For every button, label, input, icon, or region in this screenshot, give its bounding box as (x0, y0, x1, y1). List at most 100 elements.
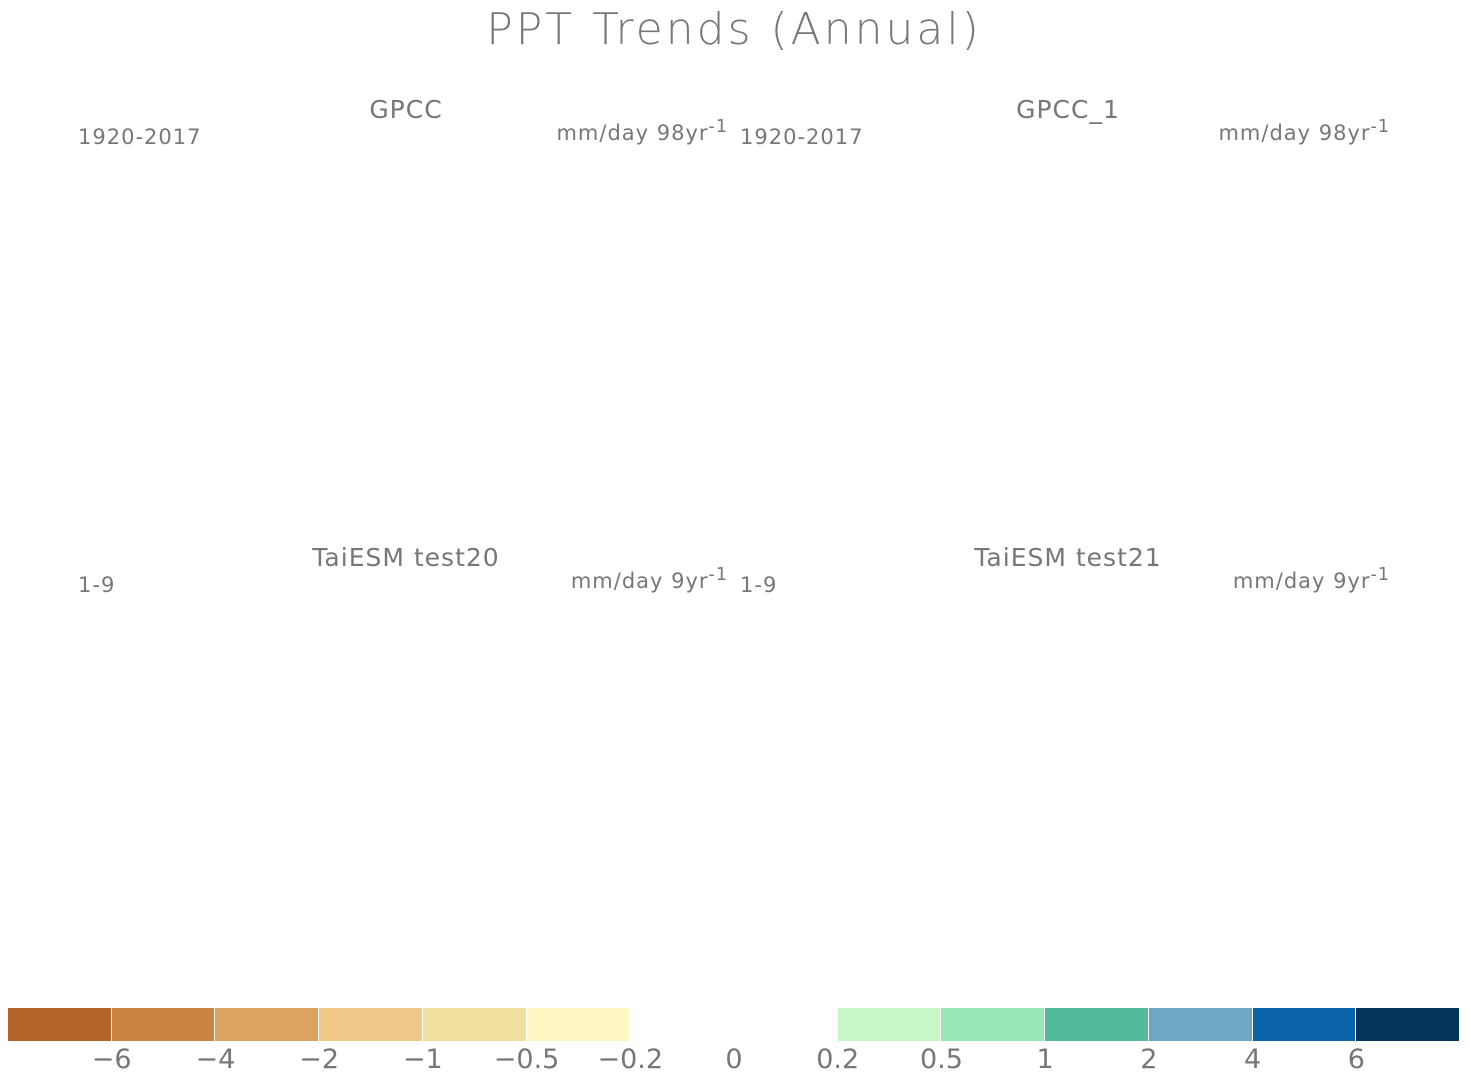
trend-patch (415, 822, 431, 842)
trend-patch (152, 655, 178, 672)
coastline (238, 357, 303, 410)
trend-patch (178, 237, 211, 268)
trend-patch (308, 803, 355, 834)
trend-patch (366, 765, 446, 773)
trend-patch (954, 909, 973, 930)
trend-patch (1100, 739, 1152, 763)
trend-patch (1198, 927, 1212, 940)
trend-patch (246, 758, 666, 784)
trend-patch (373, 233, 386, 254)
trend-patch (1354, 884, 1395, 897)
trend-patch (386, 764, 441, 789)
trend-patch (1064, 628, 1104, 639)
trend-patch (578, 653, 620, 687)
trend-patch (224, 233, 236, 249)
trend-patch (1349, 826, 1377, 838)
panel-period: 1920-2017 (78, 125, 202, 149)
trend-patch (645, 220, 665, 238)
trend-patch (590, 951, 637, 978)
coastline (376, 156, 547, 326)
trend-patch (454, 875, 502, 899)
trend-patch (1186, 630, 1242, 668)
trend-patch (221, 944, 279, 980)
trend-patch (204, 702, 233, 723)
trend-patch (775, 679, 823, 691)
colorbar-swatch (734, 1008, 838, 1041)
trend-patch (399, 949, 449, 976)
trend-patch (484, 961, 523, 974)
trend-patch (1270, 766, 1326, 776)
trend-patch (129, 318, 164, 350)
trend-patch (1310, 735, 1352, 756)
trend-patch (890, 360, 900, 370)
trend-patch (932, 373, 947, 390)
trend-patch (592, 369, 610, 387)
trend-patch (321, 916, 361, 934)
trend-patch (778, 950, 809, 974)
trend-patch (427, 896, 469, 911)
trend-patch (463, 838, 510, 867)
trend-patch (155, 668, 172, 687)
trend-patch (1043, 249, 1065, 276)
trend-patch (211, 780, 247, 796)
trend-patch (1007, 694, 1052, 725)
trend-patch (1238, 900, 1288, 917)
panel-title: TaiESM test20 (312, 543, 500, 572)
trend-patch (1241, 617, 1279, 646)
trend-patch (313, 676, 346, 699)
trend-patch (135, 655, 173, 678)
trend-patch (1089, 776, 1130, 790)
trend-patch (928, 666, 952, 682)
trend-patch (328, 232, 345, 251)
trend-patch (570, 410, 583, 422)
trend-patch (134, 850, 189, 867)
trend-patch (482, 921, 511, 932)
trend-patch (484, 904, 508, 931)
trend-patch (1337, 220, 1356, 239)
trend-patch (114, 627, 141, 638)
trend-patch (1301, 310, 1322, 319)
trend-patch (273, 571, 324, 595)
trend-patch (426, 243, 443, 260)
trend-patch (132, 664, 166, 679)
trend-patch (846, 843, 888, 860)
trend-patch (1093, 861, 1114, 884)
trend-patch (506, 641, 525, 649)
trend-patch (1324, 347, 1345, 362)
trend-patch (318, 956, 369, 983)
trend-patch (477, 758, 520, 784)
map-svg (76, 95, 736, 535)
trend-patch (787, 655, 824, 674)
trend-patch (383, 223, 406, 256)
trend-patch (791, 874, 846, 903)
coastline (636, 165, 712, 415)
trend-patch (1296, 670, 1311, 681)
trend-patch (1162, 160, 1193, 187)
trend-patch (399, 689, 448, 707)
trend-patch (123, 862, 144, 871)
trend-patch (1213, 408, 1242, 435)
trend-patch (608, 766, 664, 776)
coastline (376, 604, 547, 774)
trend-patch (988, 687, 1001, 696)
trend-patch (1078, 640, 1112, 662)
trend-patch (1092, 777, 1109, 802)
trend-patch (590, 369, 609, 390)
trend-patch (987, 913, 1009, 925)
trend-patch (872, 657, 902, 677)
trend-patch (295, 655, 351, 694)
trend-patch (235, 662, 254, 675)
coastline (858, 723, 953, 793)
trend-patch (1295, 776, 1316, 787)
trend-patch (692, 750, 718, 769)
colorbar-label: −6 (91, 1044, 132, 1075)
trend-patch (928, 686, 983, 713)
trend-patch (592, 685, 647, 711)
trend-patch (173, 769, 189, 782)
trend-patch (331, 764, 521, 776)
trend-patch (750, 871, 803, 895)
trend-patch (192, 209, 212, 240)
trend-patch (1217, 700, 1240, 711)
trend-patch (1051, 864, 1080, 883)
trend-patch (333, 916, 369, 939)
